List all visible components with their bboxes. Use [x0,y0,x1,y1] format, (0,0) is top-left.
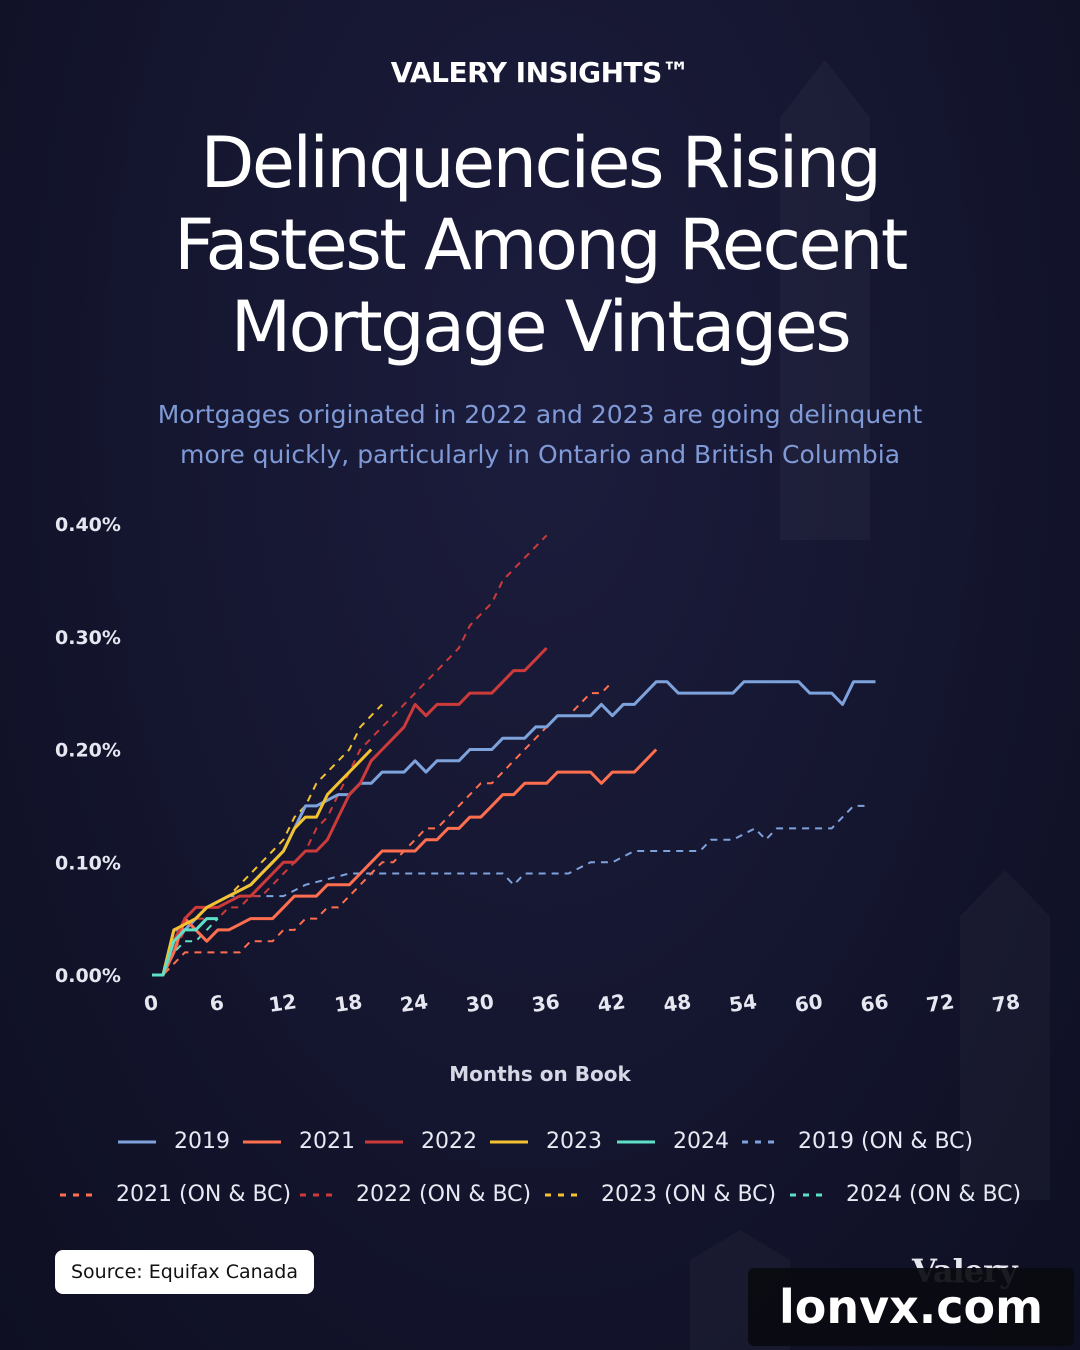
x-axis-label: Months on Book [449,1062,631,1086]
x-tick-label: 30 [464,989,495,1017]
source-badge: Source: Equifax Canada [55,1250,314,1294]
page-title: Delinquencies Rising Fastest Among Recen… [40,122,1040,368]
legend-label: 2021 (ON & BC) [116,1182,292,1207]
x-tick-label: 72 [925,989,956,1017]
series-line-2019-on-bc [152,804,865,976]
series-line-2023 [152,748,373,977]
x-tick-label: 0 [142,990,159,1016]
page-subtitle: Mortgages originated in 2022 and 2023 ar… [60,395,1020,475]
series-line-2019 [152,680,876,977]
legend-item: 2024 (ON & BC) [790,1182,1021,1207]
legend-label: 2023 (ON & BC) [601,1182,777,1207]
y-tick-label: 0.30% [55,627,121,649]
x-tick-label: 42 [596,989,627,1017]
legend-item: 2019 (ON & BC) [742,1129,973,1154]
legend-item: 2019 [118,1129,230,1154]
legend-swatch [490,1140,528,1143]
legend-item: 2023 (ON & BC) [545,1182,776,1207]
y-tick-label: 0.10% [55,852,121,874]
legend-swatch [617,1140,655,1143]
x-tick-label: 54 [727,989,758,1017]
y-tick-label: 0.20% [55,740,121,762]
legend-label: 2021 [299,1129,355,1154]
watermark: lonvx.com [748,1268,1074,1346]
x-tick-label: 66 [859,989,890,1017]
legend-item: 2022 [365,1129,477,1154]
legend-label: 2019 [174,1129,230,1154]
legend-swatch [300,1193,338,1196]
delinquency-line-chart: 0.00% 0.10% 0.20% 0.30% 0.40% 0 6 12 18 24 30 36 42 4… [55,514,1022,1017]
legend-label: 2022 [421,1129,477,1154]
series-line-2023-on-bc [152,703,383,976]
y-tick-label: 0.00% [55,965,121,987]
title-line: Fastest Among Recent [174,204,908,286]
legend-swatch [742,1140,780,1143]
x-tick-label: 12 [267,989,298,1017]
legend-label: 2024 [673,1129,729,1154]
legend-label: 2019 (ON & BC) [798,1129,974,1154]
subtitle-line: Mortgages originated in 2022 and 2023 ar… [157,400,923,429]
series-line-2021 [152,748,658,977]
title-line: Mortgage Vintages [230,286,852,368]
y-tick-label: 0.40% [55,514,121,536]
legend-swatch [243,1140,281,1143]
legend-swatch [365,1140,403,1143]
x-tick-label: 60 [793,989,824,1017]
legend-item: 2022 (ON & BC) [300,1182,531,1207]
legend-label: 2023 [546,1129,602,1154]
series-line-2022-on-bc [152,534,548,976]
x-tick-label: 24 [399,989,430,1017]
brand-header: VALERY INSIGHTS™ [390,56,690,89]
title-line: Delinquencies Rising [200,122,882,204]
legend-label: 2022 (ON & BC) [356,1182,532,1207]
legend-label: 2024 (ON & BC) [846,1182,1022,1207]
legend-swatch [790,1193,828,1196]
series-line-2024-on-bc [152,917,219,976]
x-tick-label: 6 [208,990,225,1016]
x-tick-label: 78 [991,989,1022,1017]
legend-swatch [60,1193,98,1196]
legend-item: 2024 [617,1129,729,1154]
legend-item: 2023 [490,1129,602,1154]
subtitle-line: more quickly, particularly in Ontario an… [179,440,901,469]
series-line-2021-on-bc [152,681,614,976]
legend-item: 2021 (ON & BC) [60,1182,291,1207]
series-line-2024 [152,917,218,977]
legend-item: 2021 [243,1129,355,1154]
legend-swatch [118,1140,156,1143]
x-tick-label: 36 [530,989,561,1017]
x-tick-label: 18 [333,989,364,1017]
series-line-2022 [152,646,548,977]
x-tick-label: 48 [662,989,693,1017]
legend-swatch [545,1193,583,1196]
